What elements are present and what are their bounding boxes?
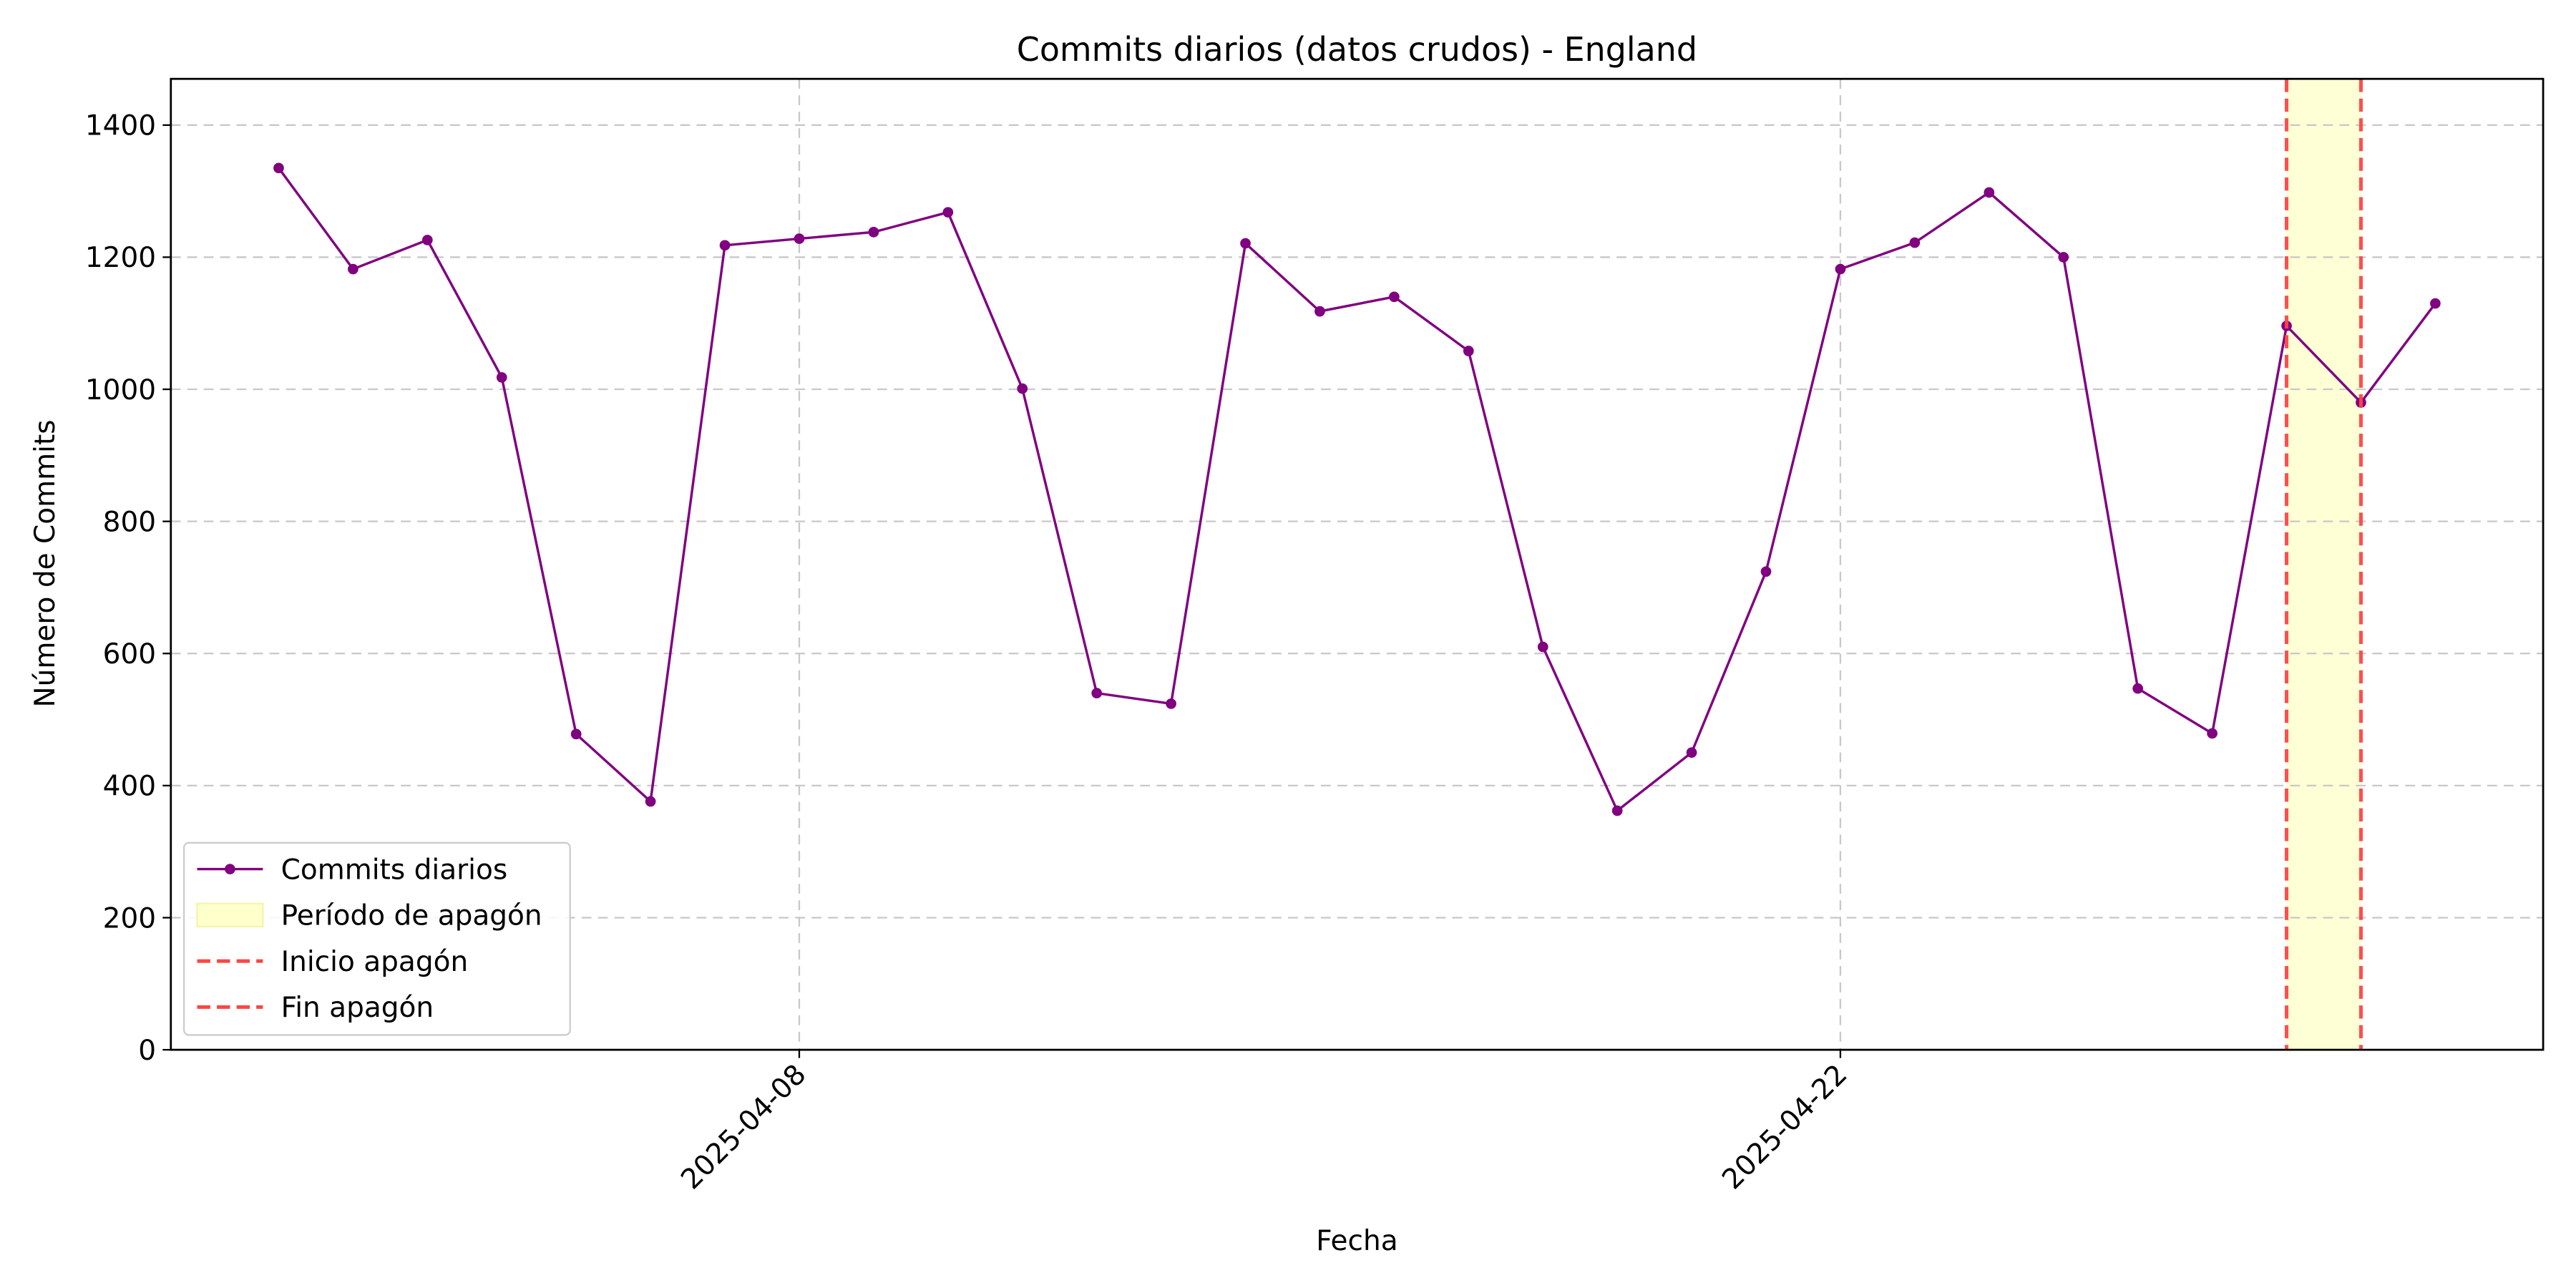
x-axis-label: Fecha [1316, 1225, 1397, 1257]
data-point [1240, 238, 1251, 249]
data-point [1611, 805, 1623, 816]
y-tick-label: 400 [103, 771, 156, 803]
data-point [1984, 187, 1995, 198]
legend-label: Commits diarios [281, 854, 508, 886]
series-line [278, 167, 2436, 813]
y-tick-label: 0 [138, 1035, 156, 1067]
data-point [2058, 252, 2069, 263]
data-point [1017, 383, 1028, 394]
y-tick-label: 1000 [85, 374, 156, 406]
y-axis-label: Número de Commits [29, 419, 62, 707]
data-point [794, 233, 805, 244]
data-point [868, 227, 879, 238]
data-point [942, 207, 954, 218]
data-point [1166, 698, 1176, 709]
legend-label: Inicio apagón [281, 946, 469, 978]
data-point [1835, 263, 1846, 275]
data-point [1909, 237, 1921, 248]
data-point [1463, 346, 1474, 356]
data-point [1686, 747, 1697, 758]
data-point [273, 162, 284, 174]
y-tick-label: 1400 [85, 110, 156, 142]
legend: Commits diarios Período de apagón Inicio a… [182, 841, 571, 1036]
legend-box [182, 841, 571, 1036]
data-point [570, 728, 582, 740]
data-point [496, 372, 507, 383]
y-tick-label: 200 [103, 902, 156, 935]
data-point [2430, 298, 2441, 309]
data-point [719, 240, 731, 251]
data-point [2207, 728, 2218, 739]
legend-swatch [196, 902, 264, 928]
data-point [1760, 566, 1772, 577]
chart-title: Commits diarios (datos crudos) - England [1017, 30, 1697, 69]
data-point [1389, 291, 1400, 303]
data-point [645, 796, 656, 807]
data-point [2132, 683, 2144, 694]
data-point [1537, 641, 1548, 653]
plot-frame [170, 77, 2545, 1051]
y-tick-label: 600 [103, 638, 156, 670]
data-point [1314, 306, 1325, 317]
data-point [1091, 688, 1103, 698]
legend-label: Período de apagón [281, 900, 542, 932]
data-point [348, 263, 358, 275]
data-point [421, 235, 433, 245]
legend-label: Fin apagón [281, 992, 434, 1024]
blackout-span [2286, 79, 2361, 1050]
legend-marker [225, 864, 235, 874]
y-tick-label: 1200 [85, 242, 156, 274]
y-tick-label: 800 [103, 506, 156, 538]
